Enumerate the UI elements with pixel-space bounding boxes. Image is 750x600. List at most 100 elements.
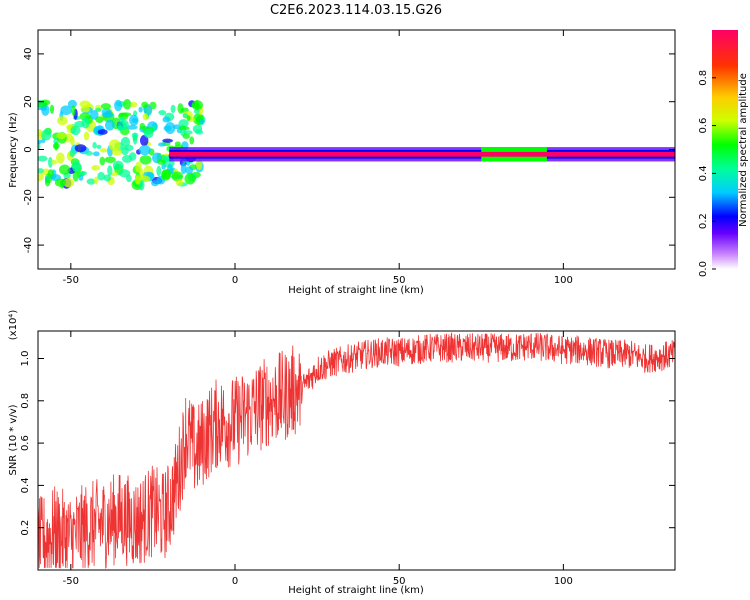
spectrogram-blob <box>156 165 162 177</box>
spectrogram-blob <box>191 103 200 109</box>
spectrogram-blob <box>151 180 159 187</box>
spectrogram-blob <box>126 125 138 130</box>
spectrogram-blob <box>134 174 141 185</box>
spectrogram-blob <box>71 105 76 116</box>
spectrogram-blob <box>112 160 124 170</box>
spectrogram-blob <box>101 112 114 119</box>
spectrogram-blob <box>58 164 71 175</box>
spectrogram-blob <box>38 168 44 174</box>
spectrogram-blob <box>86 178 96 185</box>
spectrogram-blob <box>178 119 189 128</box>
spectrogram-blob <box>100 103 111 110</box>
spectrogram-blob <box>54 178 67 187</box>
spectrogram-blob <box>72 170 79 182</box>
spectrogram-xtick-label: 100 <box>554 275 573 286</box>
spectrogram-blob <box>195 159 203 170</box>
spectrogram-blob <box>143 128 154 139</box>
spectrogram-marks <box>38 98 675 191</box>
spectrogram-blob <box>104 119 115 131</box>
spectrogram-blob <box>130 101 138 108</box>
spectrogram-blob <box>116 121 128 131</box>
spectrogram-blob <box>121 146 129 156</box>
snr-ticks: -50 0 50 100 0.2 0.4 0.6 0.8 1.0 <box>20 331 675 587</box>
spectrogram-blob <box>178 126 190 131</box>
spectrogram-blob <box>180 162 187 175</box>
spectrogram-blob <box>182 112 188 119</box>
spectrogram-blob <box>56 152 65 164</box>
colorbar-label: Normalized spectral amplitude <box>738 73 749 227</box>
spectrogram-blob <box>71 160 81 173</box>
snr-multiplier: (x10⁴) <box>8 310 19 341</box>
snr-xlabel: Height of straight line (km) <box>288 585 424 596</box>
spectrogram-blob <box>69 149 76 158</box>
spectrogram-ylabel: Frequency (Hz) <box>8 112 19 188</box>
spectrogram-blob <box>139 155 152 165</box>
spectrogram-blob <box>111 148 123 156</box>
colorbar-tick-label: 0.8 <box>698 70 709 86</box>
spectrogram-blob <box>81 117 90 129</box>
spectrogram-blob <box>92 142 97 149</box>
spectrogram-blob <box>96 144 102 150</box>
spectrogram-ytick-label: -20 <box>23 189 34 205</box>
spectrogram-blob <box>185 166 194 175</box>
spectrogram-blob <box>131 117 139 123</box>
spectrogram-blob <box>132 133 138 145</box>
spectrogram-blob <box>108 139 121 151</box>
spectrogram-blob <box>70 136 75 146</box>
spectrogram-blob <box>121 154 133 163</box>
spectrogram-blob <box>54 141 59 151</box>
spectrogram-blob <box>40 106 47 111</box>
spectrogram-blob <box>48 156 53 168</box>
spectrogram-blob <box>83 131 90 141</box>
spectrogram-blob <box>91 165 100 171</box>
spectrogram-blob <box>158 142 166 147</box>
spectrogram-blob <box>161 170 167 180</box>
spectrogram-blob <box>139 168 144 180</box>
spectrogram-blob <box>123 98 132 110</box>
spectrogram-blob <box>79 171 87 176</box>
spectrogram-blob <box>38 100 48 108</box>
spectrogram-blob <box>38 172 44 182</box>
spectrogram-xtick-label: 50 <box>393 275 406 286</box>
spectrogram-blob <box>184 173 196 185</box>
spectrogram-blob <box>156 159 166 165</box>
spectrogram-blob <box>60 105 72 116</box>
colorbar: 0.0 0.2 0.4 0.6 0.8 Normalized spectral ampl… <box>698 30 749 277</box>
spectrogram-blob <box>139 135 149 147</box>
snr-ylabel: SNR (10 * v/v) <box>8 404 19 475</box>
spectrogram-blob <box>158 109 167 116</box>
colorbar-gradient <box>712 30 738 269</box>
spectrogram-ytick-label: 40 <box>23 48 34 61</box>
spectrogram-blob <box>38 128 43 137</box>
spectrogram-ticks: -50 0 50 100 40 20 0 -20 -40 <box>23 30 675 286</box>
spectrogram-panel: -50 0 50 100 40 20 0 -20 -40 Height of straight … <box>8 29 676 296</box>
spectrogram-blob <box>135 161 142 173</box>
spectrogram-blob <box>170 104 176 114</box>
spectrogram-blob <box>85 151 94 156</box>
spectrogram-blob <box>103 174 111 182</box>
spectrogram-blob <box>114 99 123 112</box>
spectrogram-blob <box>162 138 173 143</box>
spectrogram-blob <box>138 145 151 156</box>
spectrogram-xtick-label: 0 <box>232 275 238 286</box>
colorbar-tick-label: 0.2 <box>698 213 709 229</box>
spectrogram-blob <box>107 165 113 177</box>
spectrogram-blob <box>79 100 91 109</box>
spectrogram-blob <box>38 155 48 162</box>
spectrogram-ytick-label: 0 <box>23 146 34 152</box>
spectrogram-blob <box>97 171 106 181</box>
spectrogram-xtick-label: -50 <box>63 275 79 286</box>
colorbar-tick-label: 0.4 <box>698 165 709 181</box>
spectrogram-blob <box>142 113 149 121</box>
spectrogram-blob <box>183 130 193 135</box>
spectrogram-blob <box>118 169 131 178</box>
spectrogram-blob <box>193 109 200 114</box>
spectrogram-blob <box>79 112 92 121</box>
spectrogram-blob <box>119 117 125 123</box>
spectrogram-blob <box>138 106 143 113</box>
snr-xtick-label: -50 <box>63 576 79 587</box>
spectrogram-ytick-label: -40 <box>23 237 34 253</box>
spectrogram-blob <box>80 105 90 113</box>
spectrogram-blob <box>141 101 149 109</box>
